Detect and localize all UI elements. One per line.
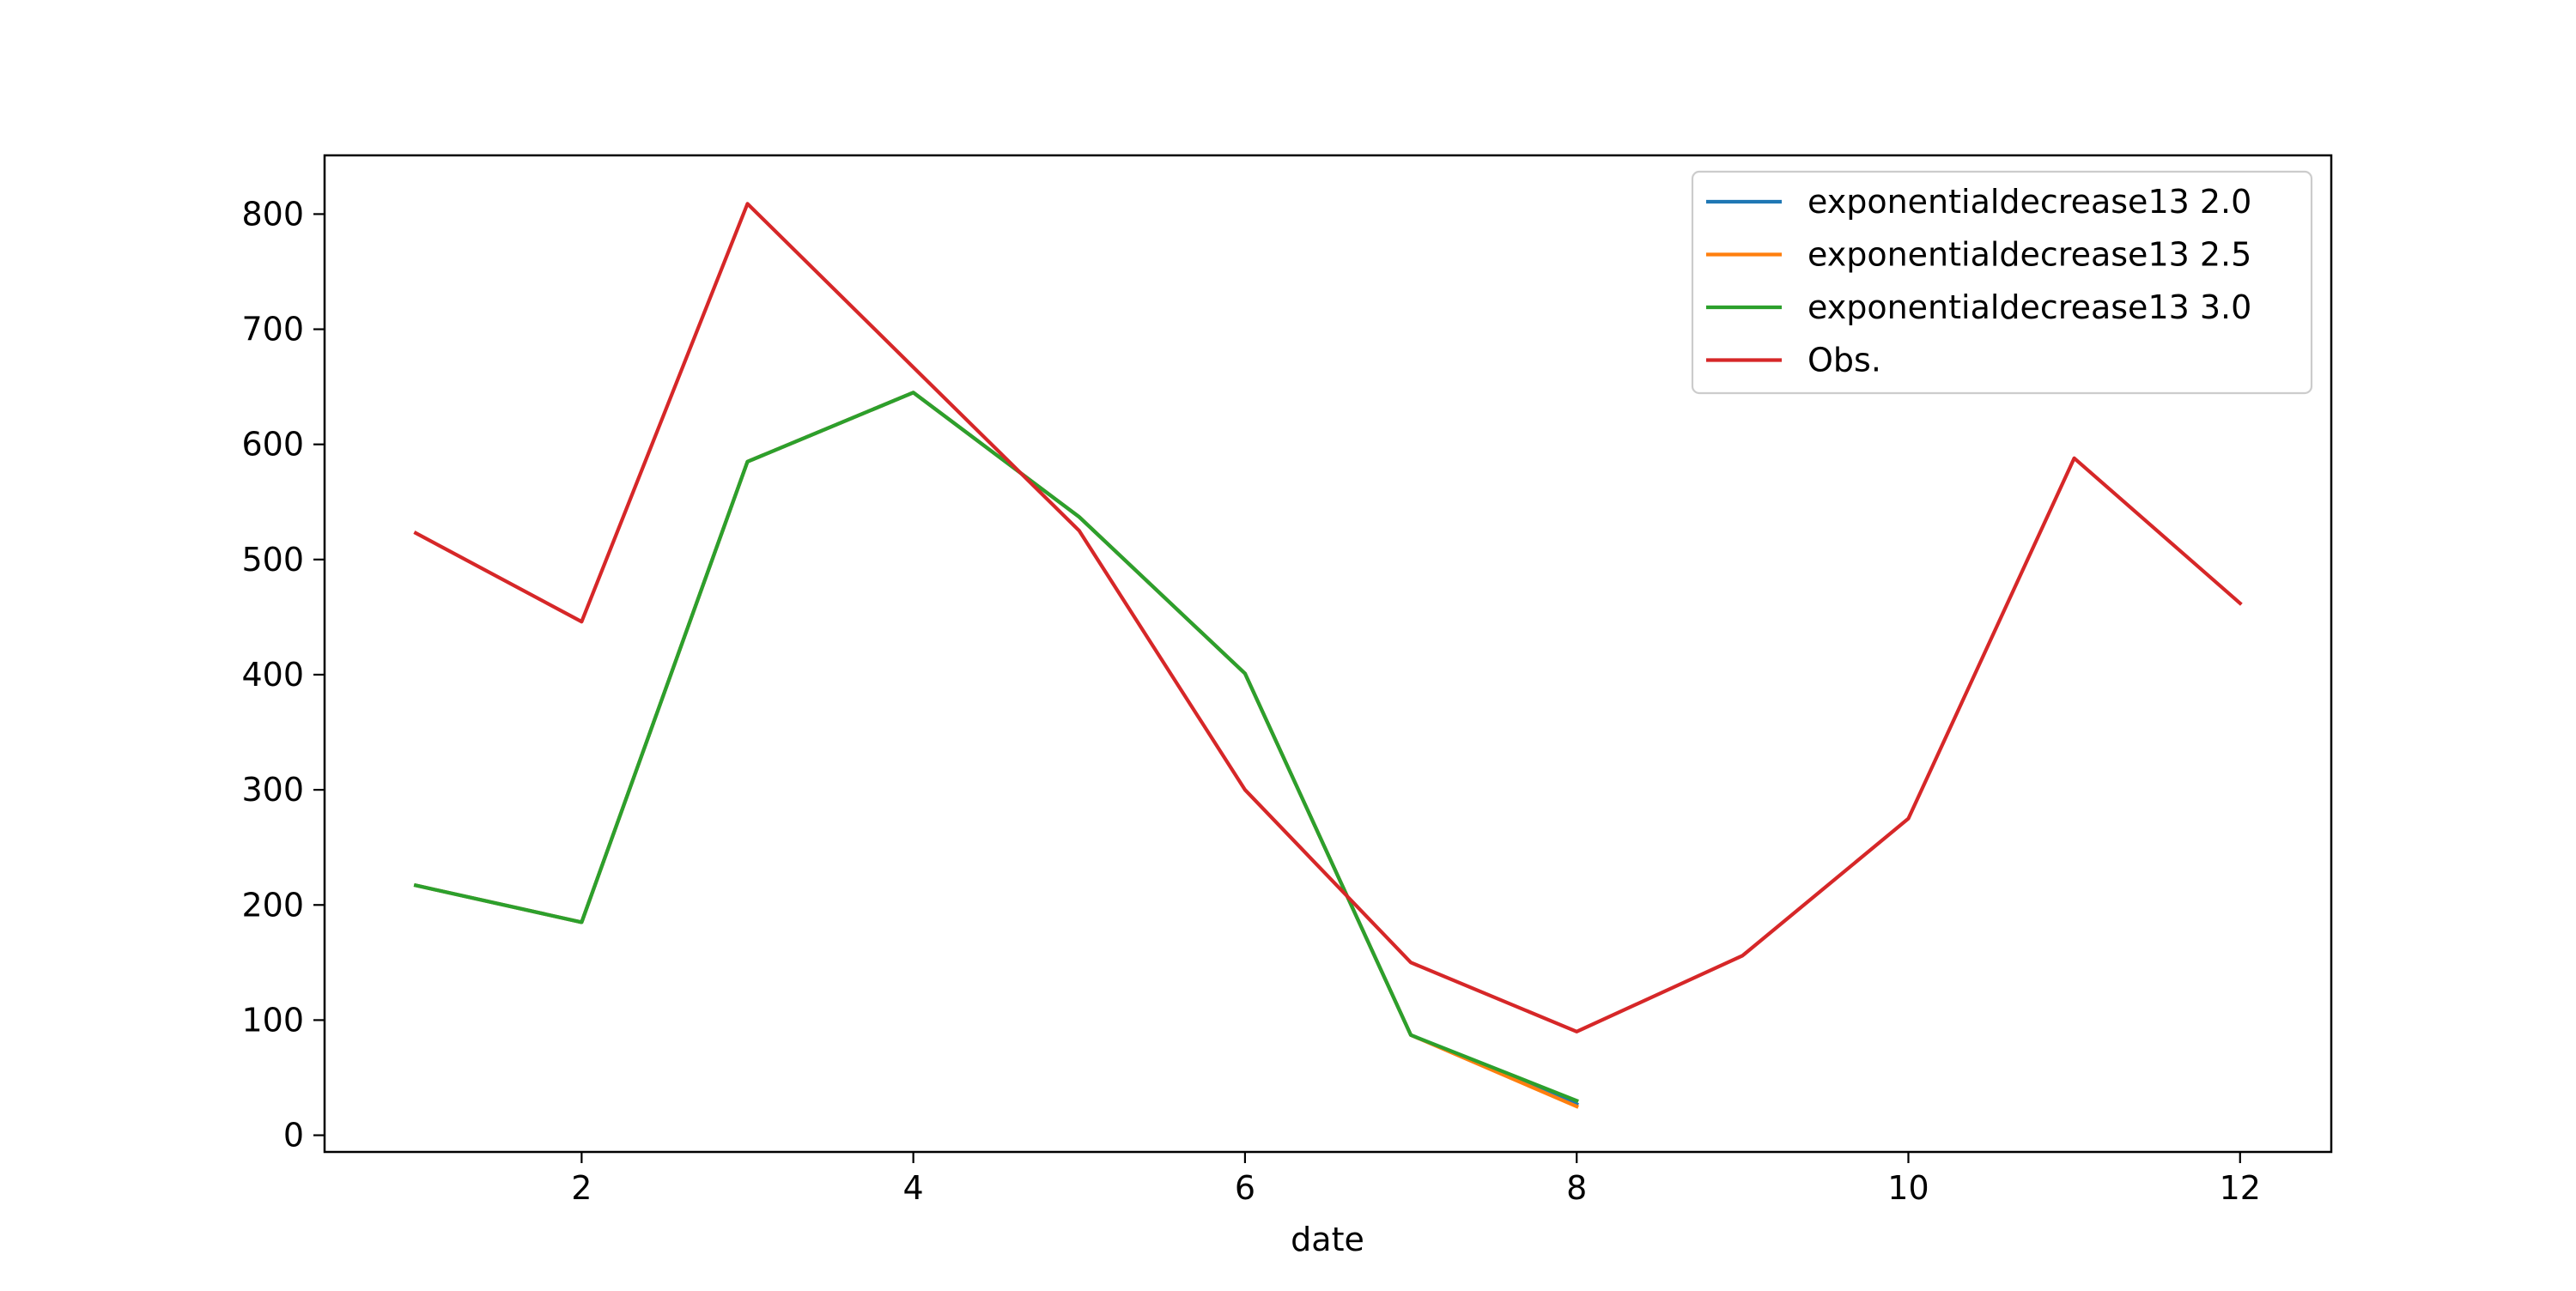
legend: exponentialdecrease13 2.0 exponentialdecr… bbox=[1691, 170, 2313, 395]
plot-area bbox=[413, 202, 2243, 1109]
axes: 2 4 6 8 10 12 0 100 200 300 400 500 600 700 800 bbox=[241, 154, 2333, 1207]
series-line-4 bbox=[413, 202, 2243, 1033]
y-tick-label: 500 bbox=[241, 541, 304, 579]
legend-label-2: exponentialdecrease13 2.5 bbox=[1807, 236, 2251, 274]
legend-label-3: exponentialdecrease13 3.0 bbox=[1807, 288, 2251, 326]
y-tick-label: 200 bbox=[241, 886, 304, 924]
legend-box bbox=[1691, 170, 2313, 395]
y-tick-label: 400 bbox=[241, 656, 304, 694]
axes-frame bbox=[323, 154, 2333, 1154]
y-tick-label: 800 bbox=[241, 195, 304, 233]
legend-label-1: exponentialdecrease13 2.0 bbox=[1807, 183, 2251, 221]
series-line-3 bbox=[413, 391, 1579, 1104]
x-tick-label: 8 bbox=[1566, 1169, 1587, 1207]
x-tick-label: 10 bbox=[1887, 1169, 1929, 1207]
x-tick-label: 6 bbox=[1235, 1169, 1255, 1207]
y-tick-label: 100 bbox=[241, 1001, 304, 1039]
x-tick-label: 2 bbox=[571, 1169, 592, 1207]
legend-label-4: Obs. bbox=[1807, 342, 1881, 379]
y-tick-label: 0 bbox=[283, 1117, 304, 1155]
x-tick-label: 4 bbox=[903, 1169, 924, 1207]
x-axis-label: date bbox=[1291, 1221, 1364, 1258]
y-tick-label: 600 bbox=[241, 426, 304, 464]
y-tick-label: 700 bbox=[241, 311, 304, 349]
series-lines bbox=[413, 202, 2243, 1109]
x-tick-label: 12 bbox=[2220, 1169, 2261, 1207]
y-tick-label: 300 bbox=[241, 771, 304, 809]
